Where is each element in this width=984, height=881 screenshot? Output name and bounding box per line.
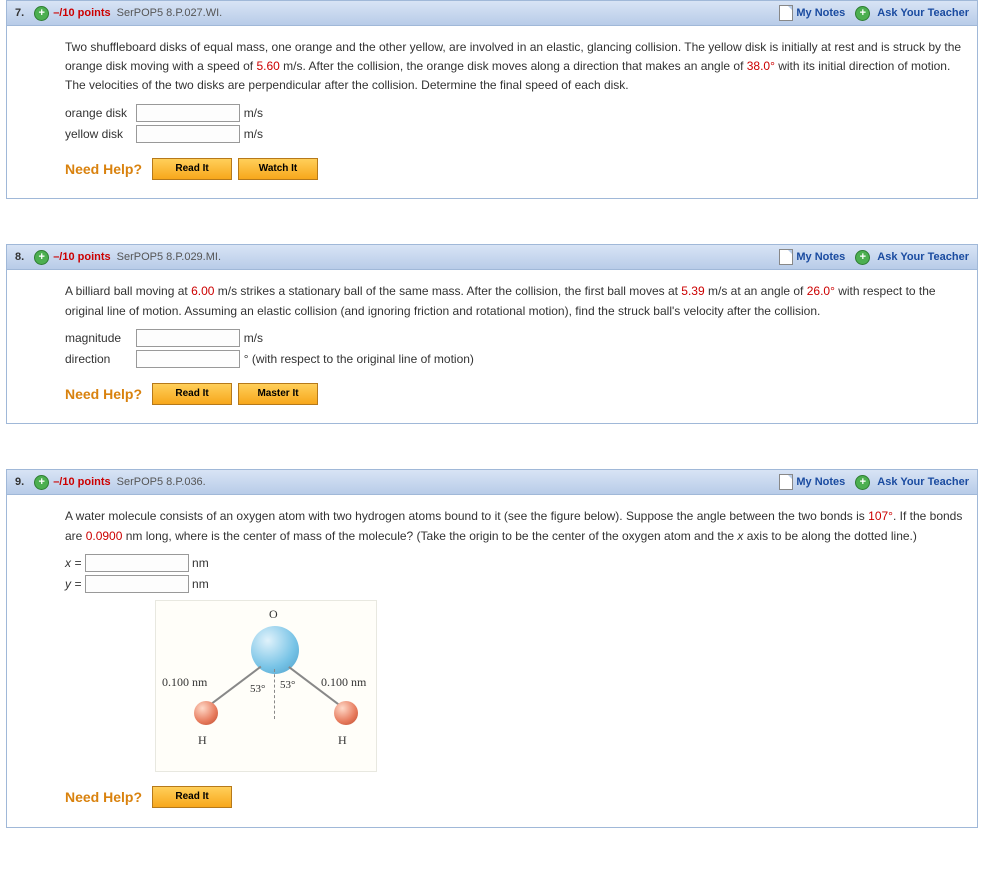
ask-teacher-link[interactable]: + Ask Your Teacher <box>855 6 969 21</box>
question-number: 7. <box>15 7 24 19</box>
my-notes-label: My Notes <box>796 251 845 263</box>
answer-row-magnitude: magnitude m/s <box>65 329 963 348</box>
yellow-disk-input[interactable] <box>136 125 240 143</box>
answer-row-y: y = nm <box>65 575 963 594</box>
row-label: magnitude <box>65 329 133 348</box>
read-it-button[interactable]: Read It <box>152 383 232 405</box>
answer-row-yellow: yellow disk m/s <box>65 125 963 144</box>
source-label: SerPOP5 8.P.027.WI. <box>117 7 223 19</box>
question-body: Two shuffleboard disks of equal mass, on… <box>7 26 977 198</box>
need-help: Need Help? Read It Watch It <box>65 158 963 180</box>
source-label: SerPOP5 8.P.029.MI. <box>117 251 221 263</box>
unit-label: ° (with respect to the original line of … <box>244 352 474 366</box>
question-number: 9. <box>15 476 24 488</box>
header-actions: My Notes + Ask Your Teacher <box>779 249 969 265</box>
read-it-button[interactable]: Read It <box>152 158 232 180</box>
points-label: –/10 points <box>53 251 110 263</box>
points-label: –/10 points <box>53 7 110 19</box>
points-label: –/10 points <box>53 476 110 488</box>
header-actions: My Notes + Ask Your Teacher <box>779 474 969 490</box>
need-help: Need Help? Read It Master It <box>65 383 963 405</box>
y-input[interactable] <box>85 575 189 593</box>
expand-icon[interactable]: + <box>34 250 49 265</box>
row-label: orange disk <box>65 104 133 123</box>
note-icon <box>779 5 793 21</box>
answer-row-x: x = nm <box>65 554 963 573</box>
bond-length-left: 0.100 nm <box>162 673 207 692</box>
orange-disk-input[interactable] <box>136 104 240 122</box>
question-header: 9. + –/10 points SerPOP5 8.P.036. My Not… <box>7 470 977 495</box>
unit-label: m/s <box>244 127 263 141</box>
unit-label: nm <box>192 556 209 570</box>
question-text: A billiard ball moving at 6.00 m/s strik… <box>65 282 963 320</box>
answer-row-direction: direction ° (with respect to the origina… <box>65 350 963 369</box>
question-text: A water molecule consists of an oxygen a… <box>65 507 963 545</box>
question-8: 8. + –/10 points SerPOP5 8.P.029.MI. My … <box>6 244 978 424</box>
unit-label: m/s <box>244 106 263 120</box>
header-actions: My Notes + Ask Your Teacher <box>779 5 969 21</box>
question-9: 9. + –/10 points SerPOP5 8.P.036. My Not… <box>6 469 978 827</box>
question-header: 8. + –/10 points SerPOP5 8.P.029.MI. My … <box>7 245 977 270</box>
x-input[interactable] <box>85 554 189 572</box>
oxygen-label: O <box>269 605 278 624</box>
ask-teacher-link[interactable]: + Ask Your Teacher <box>855 475 969 490</box>
expand-icon[interactable]: + <box>34 475 49 490</box>
question-header: 7. + –/10 points SerPOP5 8.P.027.WI. My … <box>7 1 977 26</box>
plus-icon: + <box>855 250 870 265</box>
master-it-button[interactable]: Master It <box>238 383 318 405</box>
need-help-label: Need Help? <box>65 383 142 405</box>
answer-row-orange: orange disk m/s <box>65 104 963 123</box>
dotted-axis <box>274 669 275 719</box>
angle-left: 53° <box>250 681 265 699</box>
read-it-button[interactable]: Read It <box>152 786 232 808</box>
my-notes-label: My Notes <box>796 7 845 19</box>
ask-teacher-link[interactable]: + Ask Your Teacher <box>855 250 969 265</box>
row-label: y = <box>65 577 81 591</box>
unit-label: m/s <box>244 331 263 345</box>
expand-icon[interactable]: + <box>34 6 49 21</box>
my-notes-label: My Notes <box>796 476 845 488</box>
question-number: 8. <box>15 251 24 263</box>
hydrogen-atom-left-icon <box>194 701 218 725</box>
watch-it-button[interactable]: Watch It <box>238 158 318 180</box>
ask-teacher-label: Ask Your Teacher <box>877 251 969 263</box>
my-notes-link[interactable]: My Notes <box>779 5 845 21</box>
row-label: yellow disk <box>65 125 133 144</box>
hydrogen-label-left: H <box>198 731 207 750</box>
magnitude-input[interactable] <box>136 329 240 347</box>
unit-label: nm <box>192 577 209 591</box>
hydrogen-atom-right-icon <box>334 701 358 725</box>
question-body: A water molecule consists of an oxygen a… <box>7 495 977 826</box>
plus-icon: + <box>855 6 870 21</box>
plus-icon: + <box>855 475 870 490</box>
need-help-label: Need Help? <box>65 786 142 808</box>
row-label: direction <box>65 350 133 369</box>
note-icon <box>779 249 793 265</box>
row-label: x = <box>65 556 81 570</box>
hydrogen-label-right: H <box>338 731 347 750</box>
bond-length-right: 0.100 nm <box>321 673 366 692</box>
direction-input[interactable] <box>136 350 240 368</box>
ask-teacher-label: Ask Your Teacher <box>877 7 969 19</box>
note-icon <box>779 474 793 490</box>
source-label: SerPOP5 8.P.036. <box>117 476 206 488</box>
need-help-label: Need Help? <box>65 158 142 180</box>
ask-teacher-label: Ask Your Teacher <box>877 476 969 488</box>
need-help: Need Help? Read It <box>65 786 963 808</box>
question-body: A billiard ball moving at 6.00 m/s strik… <box>7 270 977 423</box>
question-7: 7. + –/10 points SerPOP5 8.P.027.WI. My … <box>6 0 978 199</box>
my-notes-link[interactable]: My Notes <box>779 474 845 490</box>
angle-right: 53° <box>280 677 295 695</box>
my-notes-link[interactable]: My Notes <box>779 249 845 265</box>
question-text: Two shuffleboard disks of equal mass, on… <box>65 38 963 96</box>
molecule-figure: O 0.100 nm 0.100 nm 53° 53° H H <box>155 600 377 772</box>
